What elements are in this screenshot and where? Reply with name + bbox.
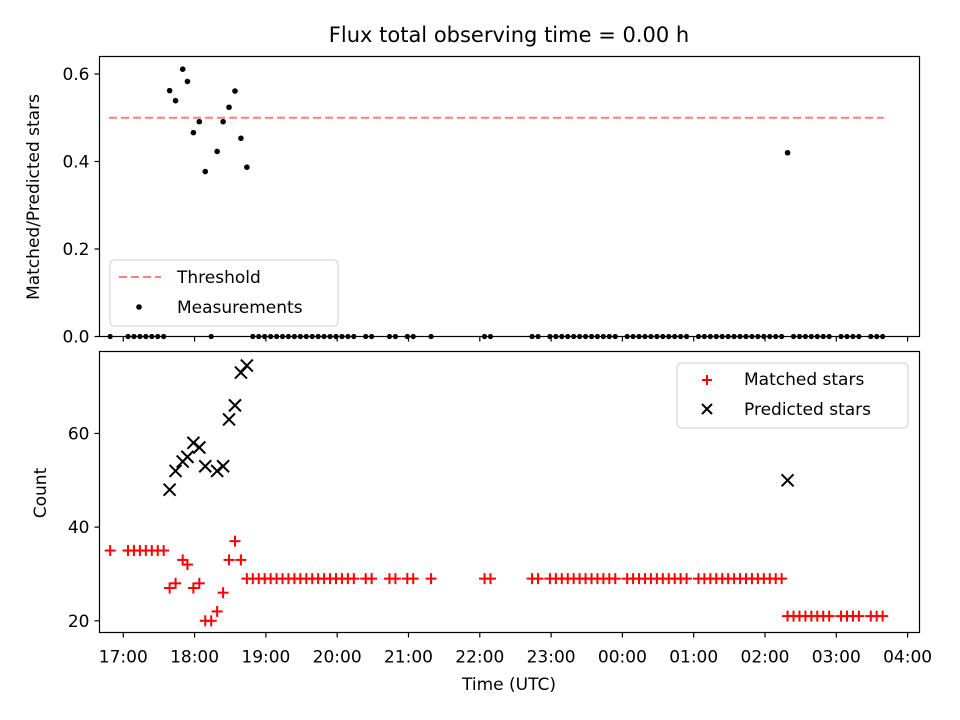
x-tick-label: 01:00 <box>669 648 718 668</box>
measurement-point <box>226 104 232 111</box>
measurement-point <box>238 135 244 142</box>
chart-title: Flux total observing time = 0.00 h <box>329 23 689 47</box>
measurement-point <box>244 164 250 170</box>
matched-star-point <box>609 573 621 585</box>
matched-star-point <box>158 545 170 557</box>
matched-star-point <box>104 545 116 557</box>
measurement-point <box>166 87 173 94</box>
matched-star-point <box>170 577 182 589</box>
matched-star-point <box>877 610 889 622</box>
matched-star-point <box>217 587 229 599</box>
matched-star-point <box>193 577 205 589</box>
x-tick-label: 03:00 <box>812 648 861 668</box>
predicted-star-point <box>192 440 207 455</box>
measurement-point <box>184 78 191 85</box>
matched-star-point <box>681 573 693 585</box>
bottom-y-tick-label: 60 <box>68 424 90 444</box>
predicted-star-point <box>222 412 236 427</box>
predicted-star-point <box>216 459 230 473</box>
predicted-star-point <box>168 464 183 478</box>
top-panel: 0.0 0.2 0.4 0.6 Matched/Predicted stars Thr… <box>24 55 921 348</box>
top-y-tick-label: 0.4 <box>62 153 89 173</box>
top-y-tick-label: 0.2 <box>62 240 89 260</box>
measurements-legend-swatch <box>136 304 142 310</box>
matched-star-point <box>229 535 241 547</box>
predicted-stars-legend-label: Predicted stars <box>744 400 871 420</box>
bottom-y-ticks: 20 40 60 <box>68 424 100 632</box>
measurements-legend-label: Measurements <box>177 298 303 318</box>
bottom-y-tick-label: 40 <box>68 518 90 538</box>
matched-star-point <box>366 573 378 585</box>
measurement-point <box>179 66 186 72</box>
measurement-point <box>196 118 203 125</box>
matched-star-point <box>853 610 865 622</box>
bottom-legend-box <box>676 362 909 429</box>
x-tick-label: 22:00 <box>455 648 504 668</box>
bottom-axes-frame <box>98 350 921 634</box>
x-tick-label: 00:00 <box>598 648 647 668</box>
matched-stars-legend-label: Matched stars <box>744 370 864 390</box>
matched-star-point <box>164 582 176 594</box>
matched-star-point <box>407 573 419 585</box>
measurement-point <box>214 148 220 155</box>
measurement-point <box>784 149 791 156</box>
matched-star-point <box>425 573 437 585</box>
top-x-ticks <box>122 336 909 342</box>
matched-stars-legend-swatch <box>702 375 712 385</box>
predicted-star-point <box>198 459 212 473</box>
predicted-star-point <box>780 473 795 487</box>
matched-star-point <box>223 554 235 566</box>
matched-star-point <box>211 605 223 617</box>
matched-star-point <box>177 554 189 566</box>
predicted-stars-legend-swatch <box>701 403 713 415</box>
bottom-x-ticks: 17:00 18:00 19:00 20:00 21:00 22:00 23:00 00:00… <box>99 632 932 668</box>
matched-star-point <box>348 573 360 585</box>
predicted-star-point <box>162 482 177 497</box>
x-tick-label: 23:00 <box>527 648 576 668</box>
x-axis-label: Time (UTC) <box>461 675 556 695</box>
top-y-axis-label: Matched/Predicted stars <box>24 94 44 300</box>
bottom-y-tick-label: 20 <box>68 612 90 632</box>
top-y-tick-label: 0.6 <box>62 65 89 85</box>
matched-star-point <box>823 610 835 622</box>
bottom-plot-marks <box>104 358 889 627</box>
top-legend: Threshold Measurements <box>109 259 339 327</box>
top-legend-box <box>109 259 339 327</box>
top-y-tick-label: 0.0 <box>62 328 89 348</box>
x-tick-label: 02:00 <box>741 648 790 668</box>
matched-star-point <box>389 573 401 585</box>
x-tick-label: 18:00 <box>170 648 219 668</box>
x-tick-label: 21:00 <box>384 648 433 668</box>
measurement-point <box>220 118 226 125</box>
top-plot-marks <box>107 66 886 340</box>
matched-star-point <box>532 573 544 585</box>
x-tick-label: 04:00 <box>883 648 932 668</box>
x-tick-label: 19:00 <box>241 648 290 668</box>
measurement-point <box>232 88 238 94</box>
matched-star-point <box>235 554 247 566</box>
matched-star-point <box>484 573 496 585</box>
matched-star-point <box>205 615 217 627</box>
measurement-point <box>202 168 209 175</box>
predicted-star-point <box>180 450 195 464</box>
x-tick-label: 17:00 <box>99 648 148 668</box>
matched-star-point <box>776 573 788 585</box>
bottom-legend: Matched stars Predicted stars <box>676 362 909 429</box>
matched-star-point <box>187 582 199 594</box>
top-y-ticks: 0.0 0.2 0.4 0.6 <box>62 65 100 348</box>
top-axes-frame <box>98 55 921 338</box>
measurement-point <box>190 129 197 136</box>
predicted-star-point <box>228 398 242 413</box>
matched-star-point <box>181 559 193 571</box>
x-tick-label: 20:00 <box>313 648 362 668</box>
bottom-y-axis-label: Count <box>31 467 51 518</box>
predicted-star-point <box>240 358 254 373</box>
bottom-panel: 20 40 60 17:00 18:00 19:00 20:00 21:00 22:00 23:… <box>31 350 932 695</box>
threshold-legend-label: Threshold <box>176 268 261 288</box>
measurement-point <box>172 97 179 104</box>
